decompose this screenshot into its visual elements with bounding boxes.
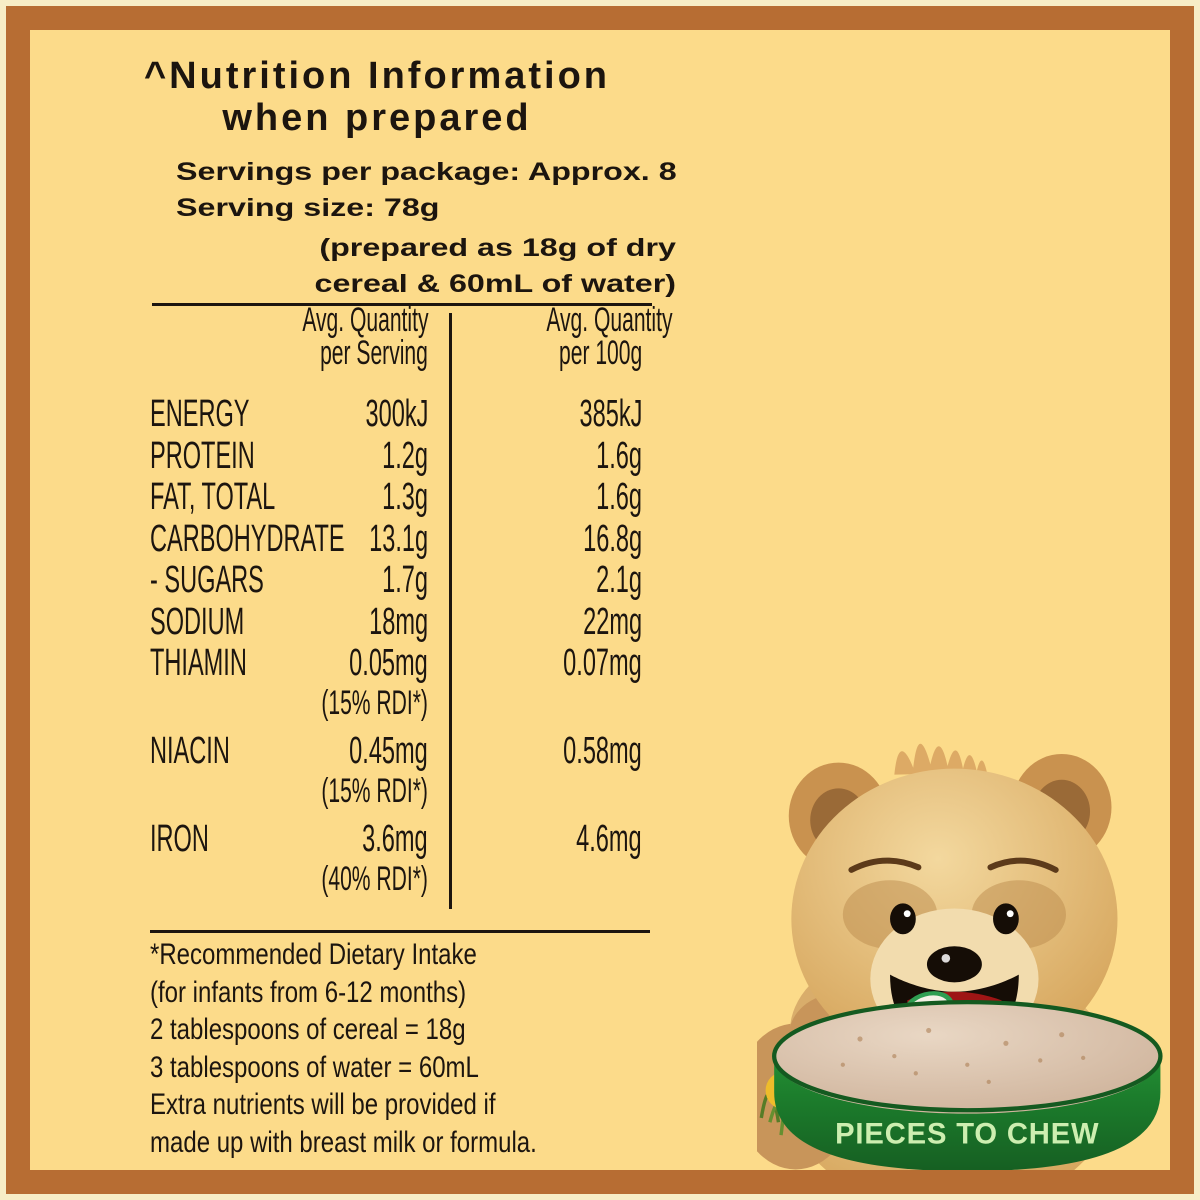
svg-text:PIECES TO CHEW: PIECES TO CHEW [835, 1119, 1099, 1151]
